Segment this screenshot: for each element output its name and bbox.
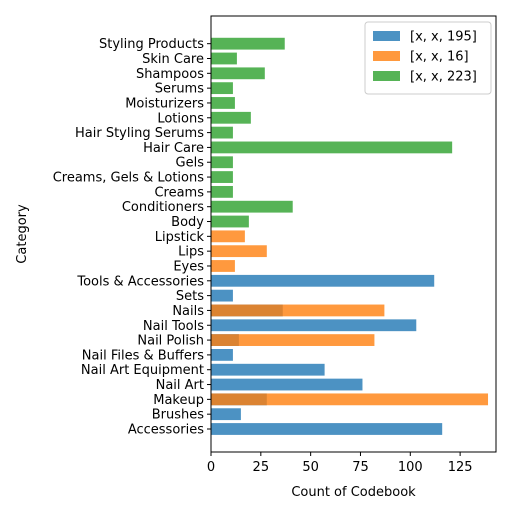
y-tick-label-styling-products: Styling Products	[99, 37, 204, 52]
legend: [x, x, 195] [x, x, 16] [x, x, 223]	[364, 21, 492, 95]
y-tick-label-creams: Creams	[154, 185, 204, 200]
bar-x-x-195-nail-files-buffers	[211, 349, 233, 361]
bar-x-x-195-brushes	[211, 408, 241, 421]
y-tick-label-conditioners: Conditioners	[122, 200, 204, 215]
y-tick-label-nail-art-equipment: Nail Art Equipment	[81, 363, 204, 378]
y-tick-label-nail-art: Nail Art	[156, 378, 204, 393]
bar-x-x-223-shampoos	[211, 67, 265, 80]
bar-x-x-223-conditioners	[211, 200, 293, 213]
y-axis-label: Category	[15, 204, 30, 264]
bar-x-x-16-lips	[211, 245, 267, 258]
bar-x-x-195-nail-art	[211, 378, 363, 391]
bar-x-x-223-gels	[211, 156, 233, 169]
y-tick-label-skin-care: Skin Care	[142, 52, 204, 67]
y-tick-label-hair-care: Hair Care	[143, 141, 204, 156]
bar-x-x-195-sets	[211, 289, 233, 302]
y-tick-label-nails: Nails	[172, 304, 204, 319]
y-tick-label-moisturizers: Moisturizers	[125, 96, 204, 111]
bar-x-x-223-creams-gels-lotions	[211, 171, 233, 183]
y-tick-label-lipstick: Lipstick	[155, 230, 205, 245]
bar-x-x-223-body	[211, 215, 249, 228]
y-tick-label-accessories: Accessories	[128, 423, 204, 438]
bar-x-x-195-nail-art-equipment	[211, 363, 325, 376]
x-axis-label: Count of Codebook	[291, 485, 416, 500]
legend-swatch-x-x-16	[373, 51, 400, 61]
bar-x-x-223-styling-products	[211, 37, 285, 50]
x-tick-label-0: 0	[207, 460, 215, 475]
legend-label-x-x-16: [x, x, 16]	[410, 50, 469, 65]
y-tick-label-nail-files-buffers: Nail Files & Buffers	[82, 348, 204, 363]
x-tick-label-100: 100	[398, 460, 423, 475]
plot-frame	[210, 15, 497, 453]
x-tick-label-75: 75	[352, 460, 369, 475]
bar-x-x-223-skin-care	[211, 52, 237, 65]
legend-label-x-x-223: [x, x, 223]	[410, 70, 477, 85]
x-tick-label-25: 25	[253, 460, 270, 475]
y-tick-label-lips: Lips	[178, 245, 204, 260]
y-tick-label-brushes: Brushes	[152, 408, 205, 423]
legend-swatch-x-x-195	[373, 31, 400, 41]
y-tick-label-sets: Sets	[176, 289, 204, 304]
bar-x-x-223-creams	[211, 185, 233, 198]
bar-x-x-195-tools-accessories	[211, 274, 435, 287]
bar-x-x-16-eyes	[211, 260, 235, 272]
legend-label-x-x-195: [x, x, 195]	[410, 30, 477, 45]
bar-x-x-223-hair-styling-serums	[211, 126, 233, 139]
bar-x-x-195-nail-tools	[211, 319, 417, 332]
bars-layer	[211, 37, 489, 435]
y-tick-label-gels: Gels	[176, 156, 205, 171]
bar-x-x-195-accessories	[211, 423, 443, 435]
bar-x-x-223-hair-care	[211, 141, 453, 154]
bar-x-x-16-nails	[211, 304, 385, 317]
bar-x-x-223-lotions	[211, 111, 251, 124]
bar-x-x-16-lipstick	[211, 230, 245, 243]
y-tick-label-nail-tools: Nail Tools	[143, 319, 204, 334]
x-axis: 0 25 50 75 100 125	[207, 452, 473, 475]
legend-swatch-x-x-223	[373, 71, 400, 81]
x-tick-label-125: 125	[448, 460, 473, 475]
y-tick-label-lotions: Lotions	[157, 111, 204, 126]
y-tick-label-body: Body	[171, 215, 204, 230]
y-tick-label-tools-accessories: Tools & Accessories	[76, 274, 204, 289]
bar-x-x-223-moisturizers	[211, 97, 235, 109]
y-tick-label-makeup: Makeup	[153, 393, 204, 408]
bar-x-x-223-serums	[211, 82, 233, 95]
y-tick-label-eyes: Eyes	[173, 259, 204, 274]
y-tick-label-creams-gels-lotions: Creams, Gels & Lotions	[53, 171, 205, 186]
bar-x-x-16-makeup	[211, 393, 489, 406]
x-tick-label-50: 50	[302, 460, 319, 475]
y-tick-label-serums: Serums	[155, 82, 204, 97]
bar-x-x-16-nail-polish	[211, 334, 375, 346]
y-tick-label-shampoos: Shampoos	[136, 67, 204, 82]
y-tick-label-hair-styling-serums: Hair Styling Serums	[75, 126, 204, 141]
y-tick-label-nail-polish: Nail Polish	[137, 334, 204, 349]
